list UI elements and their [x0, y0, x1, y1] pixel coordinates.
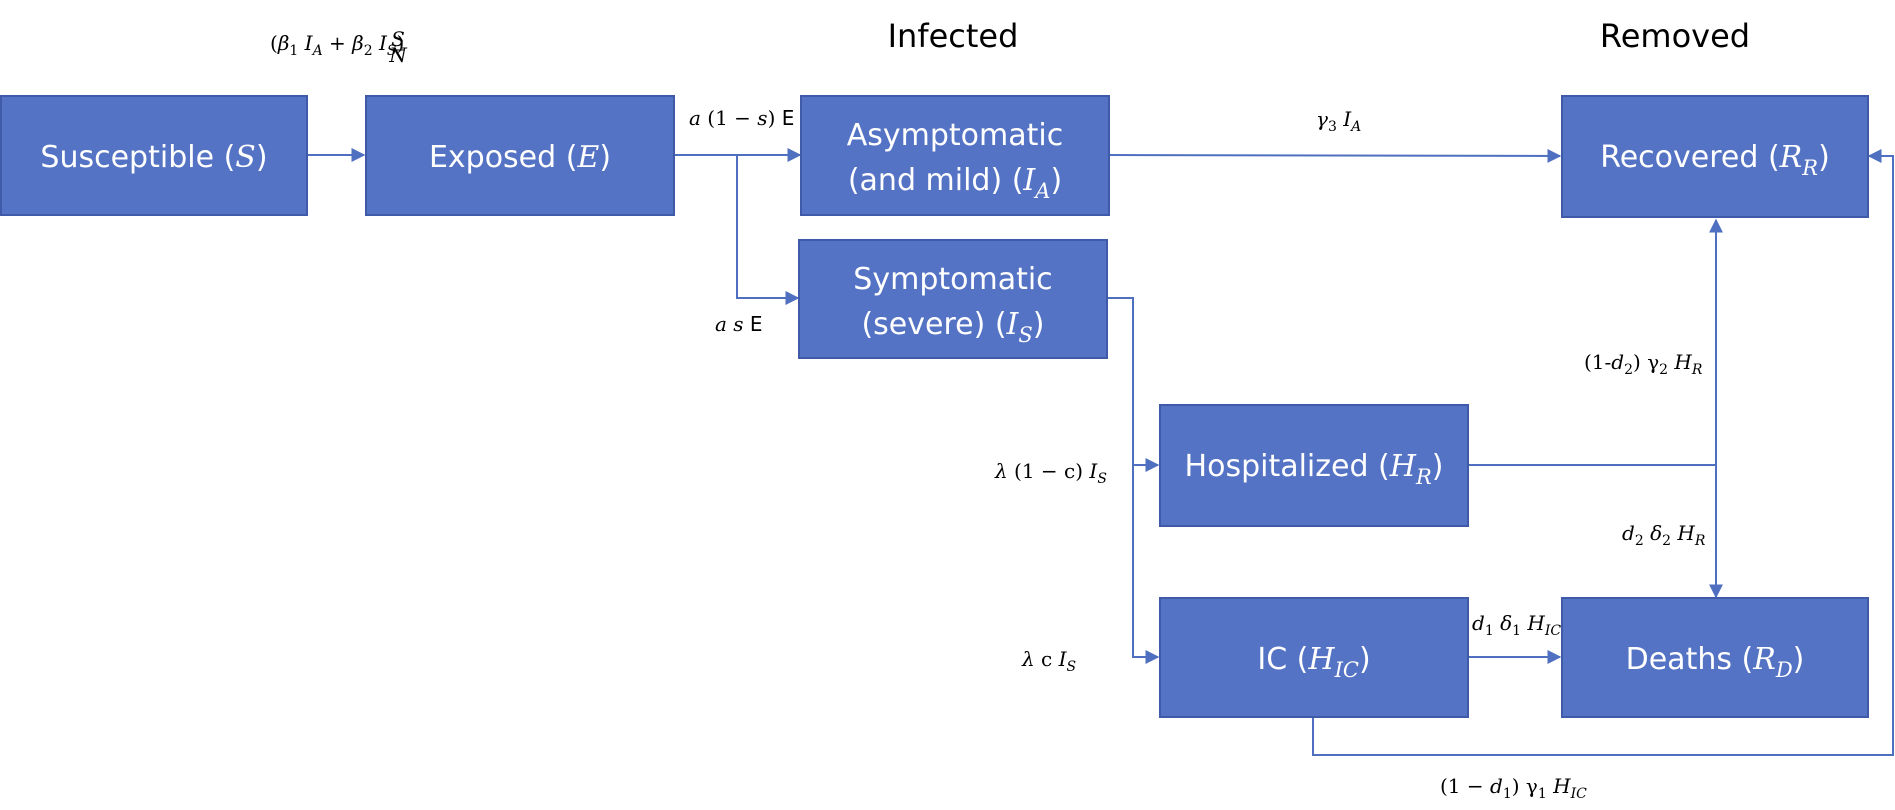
rate-ic-death: d1 δ1 HIC	[1472, 611, 1561, 639]
connectors	[307, 148, 1894, 756]
box-recovered: Recovered (RR)	[1561, 95, 1869, 218]
arrow-symptomatic-hospitalized	[1107, 297, 1160, 472]
box-deaths: Deaths (RD)	[1561, 597, 1869, 718]
box-ic: IC (HIC)	[1159, 597, 1469, 718]
rate-to-ic: λ c IS	[1021, 647, 1076, 675]
box-asymptomatic-line2: (and mild) (IA)	[848, 163, 1062, 203]
rate-infection-fraction-denominator: N	[388, 43, 408, 67]
rate-hospital-death: d2 δ2 HR	[1622, 521, 1706, 549]
rate-infection: (β1 IA + β2 IS)	[270, 31, 404, 59]
rate-asymptomatic-onset: a (1 − s) E	[689, 106, 794, 130]
arrow-exposed-symptomatic	[736, 155, 800, 305]
box-ic-label: IC (HIC)	[1257, 642, 1370, 682]
box-symptomatic-line1: Symptomatic	[853, 262, 1052, 297]
box-symptomatic: Symptomatic (severe) (IS)	[798, 239, 1108, 359]
box-hospitalized-label: Hospitalized (HR)	[1185, 449, 1444, 489]
heading-infected: Infected	[888, 17, 1019, 55]
rate-asymptomatic-recovery: γ3 IA	[1316, 107, 1361, 135]
arrow-asymptomatic-recovered	[1108, 148, 1562, 163]
rate-hospital-recovery: (1-d2) γ2 HR	[1584, 350, 1703, 378]
box-susceptible: Susceptible (S)	[0, 95, 308, 216]
box-asymptomatic: Asymptomatic (and mild) (IA)	[800, 95, 1110, 216]
rate-infection-fraction-numerator: S	[391, 27, 405, 51]
box-exposed: Exposed (E)	[365, 95, 675, 216]
box-susceptible-label: Susceptible (S)	[40, 140, 267, 175]
arrow-symptomatic-ic	[1132, 465, 1160, 664]
rate-to-hospitalized: λ (1 − c) IS	[994, 459, 1107, 487]
box-asymptomatic-line1: Asymptomatic	[847, 118, 1064, 153]
box-exposed-label: Exposed (E)	[429, 140, 611, 175]
rate-symptomatic-onset: a s E	[715, 312, 763, 336]
heading-removed: Removed	[1600, 17, 1750, 55]
box-recovered-label: Recovered (RR)	[1600, 140, 1830, 180]
arrow-ic-recovered	[1312, 149, 1894, 756]
box-hospitalized: Hospitalized (HR)	[1159, 404, 1469, 527]
box-symptomatic-line2: (severe) (IS)	[861, 307, 1044, 347]
box-deaths-label: Deaths (RD)	[1626, 642, 1805, 682]
rate-ic-recovery: (1 − d1) γ1 HIC	[1440, 774, 1587, 802]
